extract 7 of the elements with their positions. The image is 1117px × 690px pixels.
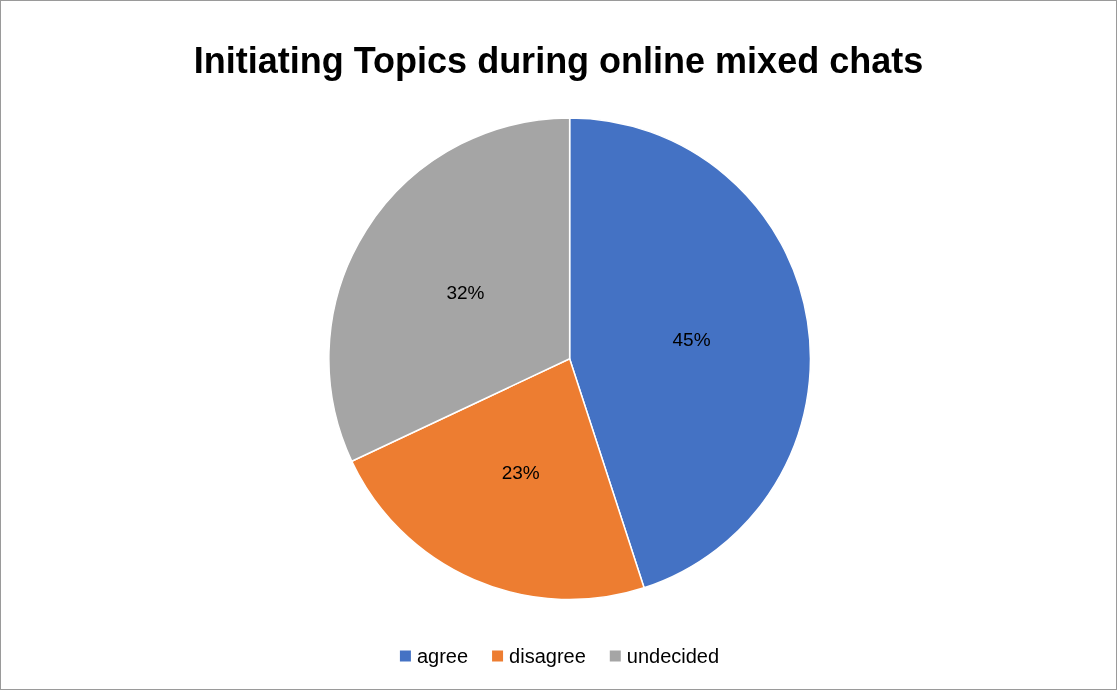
chart-title: Initiating Topics during online mixed chats	[193, 39, 924, 81]
legend-label: undecided	[626, 645, 720, 667]
data-label: 45%	[672, 328, 711, 350]
data-label: 23%	[501, 461, 540, 483]
legend-label: agree	[416, 645, 469, 667]
data-label: 32%	[446, 282, 485, 304]
legend-label: disagree	[509, 645, 586, 667]
